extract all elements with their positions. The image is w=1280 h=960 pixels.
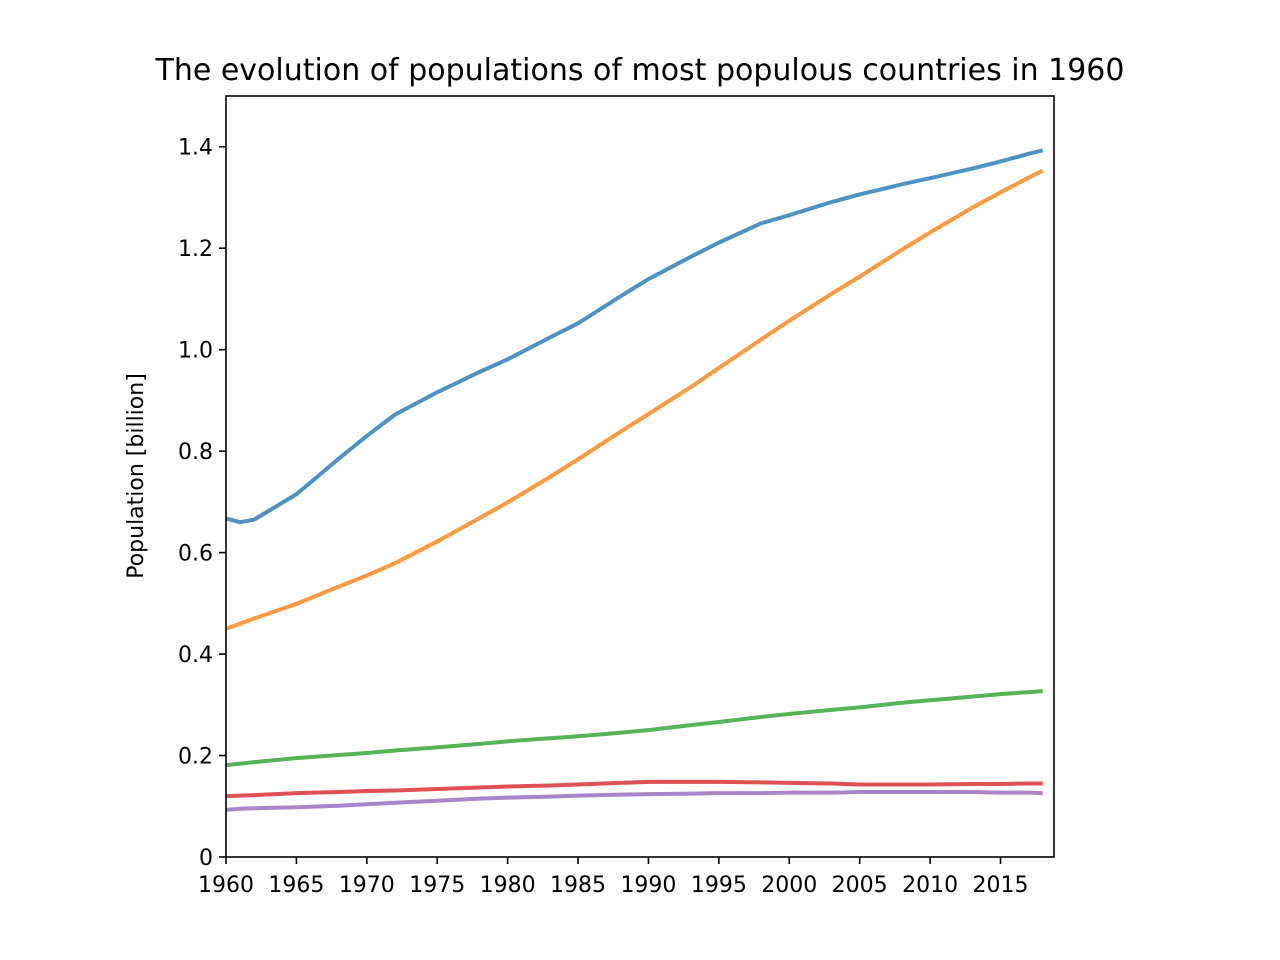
y-tick-label: 1.4 [178,136,213,161]
x-tick-label: 1960 [198,873,254,898]
y-tick-label: 0.4 [178,643,213,668]
plot-frame [225,95,1055,858]
series-line-2 [225,168,1044,631]
y-tick-label: 0.8 [178,440,213,465]
x-tick-label: 1965 [268,873,324,898]
y-tick-label: 0.6 [178,542,213,567]
series-line-1 [225,148,1044,525]
chart-title: The evolution of populations of most pop… [155,53,1125,88]
x-tick-label: 1980 [480,873,536,898]
x-tick-label: 1995 [691,873,747,898]
series-layer [225,148,1044,812]
x-tick-label: 1970 [339,873,395,898]
y-axis: 0 0.2 0.4 0.6 0.8 1.0 1.2 1.4 [178,136,226,871]
x-tick-label: 2000 [761,873,817,898]
x-tick-label: 2015 [972,873,1028,898]
x-axis: 1960 1965 1970 1975 1980 1985 1990 1995 2000 2005… [198,857,1028,898]
y-tick-label: 0 [199,846,213,871]
x-tick-label: 1975 [409,873,465,898]
y-tick-label: 0.2 [178,745,213,770]
x-tick-label: 1985 [550,873,606,898]
x-tick-label: 2010 [902,873,958,898]
series-line-4 [225,779,1043,799]
x-tick-label: 2005 [832,873,888,898]
series-line-5 [225,790,1043,812]
y-axis-label: Population [billion] [124,373,149,579]
y-tick-label: 1.2 [178,237,213,262]
y-tick-label: 1.0 [178,339,213,364]
series-line-3 [225,689,1043,768]
x-tick-label: 1990 [620,873,676,898]
